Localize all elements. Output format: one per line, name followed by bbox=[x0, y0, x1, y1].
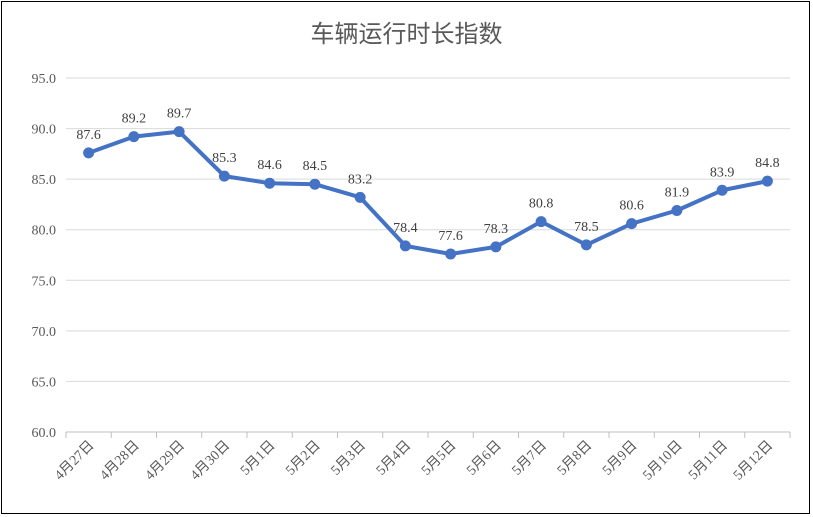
x-tick-label: 5月3日 bbox=[328, 438, 369, 479]
data-label: 78.3 bbox=[484, 222, 509, 237]
data-label: 84.5 bbox=[303, 159, 328, 174]
data-point bbox=[535, 216, 547, 228]
x-tick-label: 5月2日 bbox=[283, 438, 324, 479]
x-tick-label: 5月9日 bbox=[599, 438, 640, 479]
data-point bbox=[218, 170, 230, 182]
data-point bbox=[83, 147, 95, 159]
data-label: 78.4 bbox=[393, 221, 418, 236]
x-tick-label: 5月6日 bbox=[464, 438, 505, 479]
data-label: 89.2 bbox=[122, 112, 147, 127]
data-point bbox=[716, 184, 728, 196]
x-tick-label: 5月4日 bbox=[373, 438, 414, 479]
y-tick-label: 80.0 bbox=[32, 224, 57, 239]
data-label: 78.5 bbox=[574, 220, 599, 235]
data-label: 80.8 bbox=[529, 197, 554, 212]
data-label: 84.6 bbox=[257, 158, 282, 173]
data-label: 85.3 bbox=[212, 151, 237, 166]
x-tick-label: 4月30日 bbox=[187, 438, 233, 484]
data-label: 83.9 bbox=[710, 165, 735, 180]
data-point bbox=[626, 218, 638, 230]
data-point bbox=[128, 131, 140, 143]
x-tick-label: 4月28日 bbox=[97, 438, 143, 484]
y-tick-label: 60.0 bbox=[32, 426, 57, 441]
data-point bbox=[173, 126, 185, 138]
data-label: 81.9 bbox=[665, 185, 690, 200]
x-tick-label: 4月29日 bbox=[142, 438, 188, 484]
data-label: 87.6 bbox=[76, 128, 101, 143]
x-tick-label: 5月8日 bbox=[554, 438, 595, 479]
data-point bbox=[490, 241, 502, 253]
data-label: 89.7 bbox=[167, 107, 192, 122]
x-tick-label: 5月5日 bbox=[418, 438, 459, 479]
x-tick-label: 4月27日 bbox=[51, 438, 97, 484]
y-tick-label: 65.0 bbox=[32, 375, 57, 390]
x-tick-label: 5月7日 bbox=[509, 438, 550, 479]
data-label: 84.8 bbox=[755, 156, 780, 171]
x-tick-label: 5月12日 bbox=[730, 438, 776, 484]
data-label: 83.2 bbox=[348, 172, 373, 187]
data-label: 80.6 bbox=[619, 199, 644, 214]
y-tick-label: 85.0 bbox=[32, 173, 57, 188]
data-point bbox=[264, 177, 276, 189]
data-point bbox=[354, 191, 366, 203]
x-tick-label: 5月10日 bbox=[640, 438, 686, 484]
data-point bbox=[309, 178, 321, 190]
series-line bbox=[86, 129, 770, 256]
data-point bbox=[580, 239, 592, 251]
data-point bbox=[761, 175, 773, 187]
chart-title: 车辆运行时长指数 bbox=[310, 20, 503, 48]
data-label: 77.6 bbox=[438, 229, 463, 244]
data-point bbox=[445, 248, 457, 260]
x-tick-label: 5月1日 bbox=[237, 438, 278, 479]
y-tick-label: 95.0 bbox=[32, 72, 57, 87]
y-tick-label: 90.0 bbox=[32, 123, 57, 138]
x-tick-label: 5月11日 bbox=[685, 438, 731, 484]
y-tick-label: 70.0 bbox=[32, 325, 57, 340]
data-point bbox=[399, 240, 411, 252]
y-tick-label: 75.0 bbox=[32, 274, 57, 289]
data-point bbox=[671, 204, 683, 216]
